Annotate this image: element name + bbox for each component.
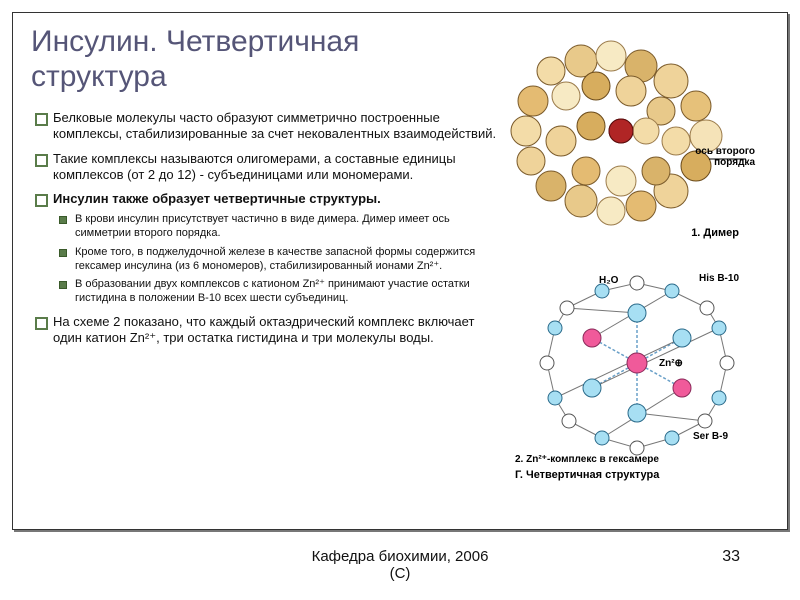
bullet-item: На схеме 2 показано, что каждый октаэдри… [35,314,505,347]
footer-dept: Кафедра биохимии, 2006 [0,540,800,565]
dimer-svg [491,31,751,231]
chem-label: His B-10 [699,273,739,284]
footer: Кафедра биохимии, 2006 (C) [0,540,800,600]
zn-caption-1: 2. Zn²⁺-комплекс в гексамере [515,454,659,465]
footer-copy: (C) [0,565,800,582]
chem-label: H₂O [599,275,618,286]
bullet-text: Белковые молекулы часто образуют симметр… [53,110,496,141]
dimer-figure: ось второго порядка 1. Димер [491,31,751,231]
sub-bullet-item: В образовании двух комплексов с катионом… [53,278,493,306]
zn-caption-2: Г. Четвертичная структура [515,469,659,481]
page-number: 33 [722,548,740,566]
dimer-caption: 1. Димер [691,227,739,239]
slide: Инсулин. Четвертичная структура Белковые… [0,0,800,600]
axis-label-line2: порядка [714,157,755,168]
chem-label: Zn²⊕ [659,358,683,369]
bullet-text: Инсулин также образует четвертичные стру… [53,191,381,206]
bullet-text: На схеме 2 показано, что каждый октаэдри… [53,314,474,345]
chem-label: Ser B-9 [693,431,728,442]
slide-frame: Инсулин. Четвертичная структура Белковые… [12,12,788,530]
axis-label: ось второго порядка [695,147,755,168]
sub-bullet-item: Кроме того, в поджелудочной железе в кач… [53,246,493,274]
axis-label-line1: ось второго [695,146,755,157]
bullet-text: Такие комплексы называются олигомерами, … [53,151,456,182]
bullet-item: Такие комплексы называются олигомерами, … [35,151,505,184]
zn-complex-figure: H₂O His B-10 Zn²⊕ Ser B-9 2. Zn²⁺-комплекс … [507,263,767,483]
sub-bullet-item: В крови инсулин присутствует частично в … [53,213,493,241]
sub-bullet-list: В крови инсулин присутствует частично в … [53,213,505,306]
slide-title: Инсулин. Четвертичная структура [31,25,391,94]
bullet-item: Белковые молекулы часто образуют симметр… [35,110,505,143]
bullet-item: Инсулин также образует четвертичные стру… [35,191,505,306]
